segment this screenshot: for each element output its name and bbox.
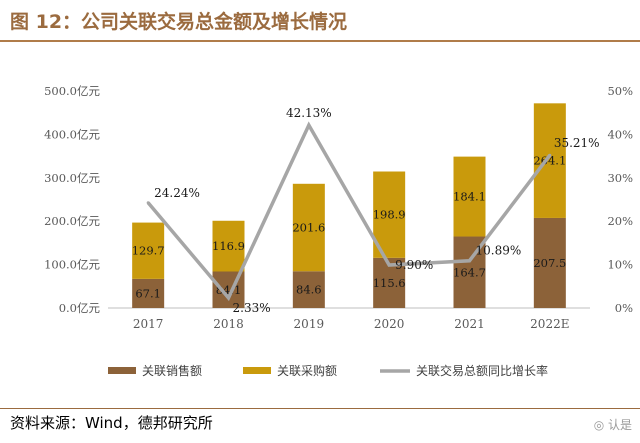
- bar-label-sales: 84.6: [296, 283, 322, 297]
- y-axis-left: 0.0亿元 100.0亿元 200.0亿元 300.0亿元 400.0亿元 500.0亿元: [44, 84, 100, 315]
- growth-label: 42.13%: [286, 106, 332, 120]
- bar-purchase-2017: [132, 222, 165, 279]
- growth-point: [227, 296, 230, 300]
- bar-labels-group: 67.1129.784.1116.984.6201.6115.6198.9164…: [132, 154, 567, 301]
- bar-purchase-2022E: [533, 103, 566, 218]
- growth-point: [387, 263, 391, 267]
- bar-label-purchase: 201.6: [292, 221, 325, 235]
- y-left-tick-label: 500.0亿元: [44, 84, 100, 98]
- watermark: ◎ 认是: [593, 418, 632, 432]
- bar-label-purchase: 198.9: [373, 208, 406, 222]
- growth-point: [468, 259, 471, 263]
- combo-chart: 0.0亿元 100.0亿元 200.0亿元 300.0亿元 400.0亿元 500.0亿元…: [44, 84, 633, 378]
- x-tick-label: 2017: [133, 317, 164, 331]
- legend-swatch-purchase: [243, 367, 271, 374]
- bar-label-sales: 164.7: [453, 265, 486, 279]
- x-tick-label: 2020: [374, 317, 405, 331]
- bar-sales-2019: [292, 271, 325, 308]
- bar-label-sales: 67.1: [135, 286, 161, 300]
- growth-label: 24.24%: [154, 186, 200, 200]
- y-left-tick-label: 300.0亿元: [44, 171, 100, 185]
- growth-point: [548, 153, 552, 157]
- growth-label: 2.33%: [233, 301, 271, 315]
- growth-labels-group: 24.24% 2.33% 42.13% 9.90% 10.89% 35.21%: [154, 106, 599, 315]
- y-right-tick-label: 50%: [607, 84, 633, 98]
- bar-label-purchase: 129.7: [132, 244, 165, 258]
- y-left-tick-label: 400.0亿元: [44, 127, 100, 141]
- bar-purchase-2019: [292, 183, 325, 272]
- y-right-tick-label: 0%: [615, 301, 633, 315]
- legend-label-sales: 关联销售额: [142, 363, 202, 378]
- y-right-tick-label: 40%: [607, 127, 633, 141]
- bar-label-sales: 207.5: [533, 256, 566, 270]
- growth-label: 9.90%: [395, 258, 433, 272]
- legend-label-growth: 关联交易总额同比增长率: [416, 363, 548, 378]
- bar-label-purchase: 116.9: [212, 239, 245, 253]
- growth-point: [307, 123, 311, 127]
- bars-group: [132, 103, 566, 308]
- bar-purchase-2018: [212, 220, 245, 272]
- growth-label: 35.21%: [554, 136, 600, 150]
- x-tick-label: 2019: [294, 317, 325, 331]
- footer-divider: [0, 408, 640, 409]
- bar-sales-2022E: [533, 217, 566, 308]
- bar-purchase-2021: [453, 156, 486, 237]
- growth-label: 10.89%: [476, 244, 522, 258]
- growth-point: [146, 201, 150, 205]
- bar-label-purchase: 184.1: [453, 190, 486, 204]
- source-note: 资料来源：Wind，德邦研究所: [10, 414, 213, 432]
- bar-sales-2017: [132, 278, 165, 308]
- y-left-tick-label: 0.0亿元: [59, 301, 101, 315]
- chart-title: 图 12：公司关联交易总金额及增长情况: [10, 11, 348, 33]
- legend: 关联销售额 关联采购额 关联交易总额同比增长率: [108, 363, 548, 378]
- legend-label-purchase: 关联采购额: [277, 363, 337, 378]
- x-tick-label: 2021: [454, 317, 485, 331]
- legend-swatch-sales: [108, 367, 136, 374]
- x-axis: 2017 2018 2019 2020 2021 2022E: [133, 317, 570, 331]
- y-right-tick-label: 30%: [607, 171, 633, 185]
- y-right-tick-label: 20%: [607, 214, 633, 228]
- bar-label-sales: 115.6: [373, 276, 406, 290]
- y-left-tick-label: 100.0亿元: [44, 258, 100, 272]
- y-right-tick-label: 10%: [607, 258, 633, 272]
- y-left-tick-label: 200.0亿元: [44, 214, 100, 228]
- title-divider: [0, 40, 640, 42]
- y-axis-right: 0% 10% 20% 30% 40% 50%: [607, 84, 633, 315]
- growth-line: [146, 121, 552, 302]
- x-tick-label: 2018: [213, 317, 244, 331]
- x-tick-label: 2022E: [530, 317, 569, 331]
- growth-line-group: [146, 121, 552, 302]
